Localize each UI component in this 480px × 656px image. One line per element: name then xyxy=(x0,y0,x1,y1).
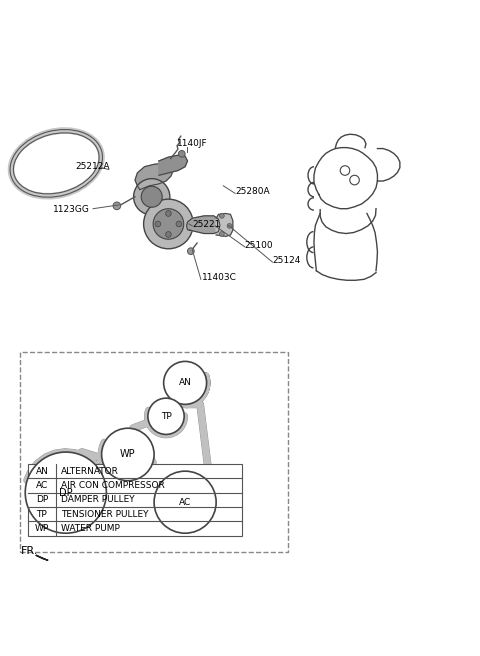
Circle shape xyxy=(113,202,120,210)
Text: 1140JF: 1140JF xyxy=(177,138,208,148)
Polygon shape xyxy=(216,213,233,236)
Text: WP: WP xyxy=(120,449,136,459)
Text: AN: AN xyxy=(179,379,192,388)
Polygon shape xyxy=(135,163,173,190)
Ellipse shape xyxy=(9,128,104,199)
Text: 11403C: 11403C xyxy=(202,274,237,282)
Ellipse shape xyxy=(15,134,97,192)
Circle shape xyxy=(166,211,171,216)
Text: DP: DP xyxy=(36,495,48,504)
Text: 25221: 25221 xyxy=(192,220,221,229)
Text: TENSIONER PULLEY: TENSIONER PULLEY xyxy=(61,510,148,519)
Circle shape xyxy=(176,221,182,227)
Text: DP: DP xyxy=(59,487,72,498)
Text: 25280A: 25280A xyxy=(235,188,270,196)
Text: TP: TP xyxy=(36,510,48,519)
Text: 1123GG: 1123GG xyxy=(53,205,90,214)
Circle shape xyxy=(179,150,185,157)
Text: 25124: 25124 xyxy=(273,256,301,265)
Circle shape xyxy=(25,452,107,533)
Text: AC: AC xyxy=(36,481,48,490)
Circle shape xyxy=(148,398,184,434)
Polygon shape xyxy=(187,216,220,234)
Text: WATER PUMP: WATER PUMP xyxy=(61,524,120,533)
Polygon shape xyxy=(159,155,188,175)
Circle shape xyxy=(219,232,224,236)
Circle shape xyxy=(188,248,194,255)
Circle shape xyxy=(144,199,193,249)
Bar xyxy=(21,352,288,552)
Text: WP: WP xyxy=(35,524,49,533)
Circle shape xyxy=(164,361,206,404)
Circle shape xyxy=(155,221,161,227)
Circle shape xyxy=(154,471,216,533)
Circle shape xyxy=(102,428,154,481)
Text: 25212A: 25212A xyxy=(75,162,110,171)
Text: AC: AC xyxy=(179,498,191,506)
Text: ALTERNATOR: ALTERNATOR xyxy=(61,466,119,476)
Circle shape xyxy=(227,224,232,228)
Circle shape xyxy=(219,213,224,218)
Bar xyxy=(28,464,242,535)
Circle shape xyxy=(141,186,162,207)
Text: DAMPER PULLEY: DAMPER PULLEY xyxy=(61,495,135,504)
Text: TP: TP xyxy=(161,412,171,420)
Circle shape xyxy=(153,209,184,239)
Polygon shape xyxy=(36,555,48,560)
Circle shape xyxy=(166,232,171,237)
Circle shape xyxy=(133,178,170,215)
Text: FR.: FR. xyxy=(21,546,38,556)
Text: AIR CON COMPRESSOR: AIR CON COMPRESSOR xyxy=(61,481,165,490)
Text: 25100: 25100 xyxy=(245,241,274,250)
Text: AN: AN xyxy=(36,466,48,476)
